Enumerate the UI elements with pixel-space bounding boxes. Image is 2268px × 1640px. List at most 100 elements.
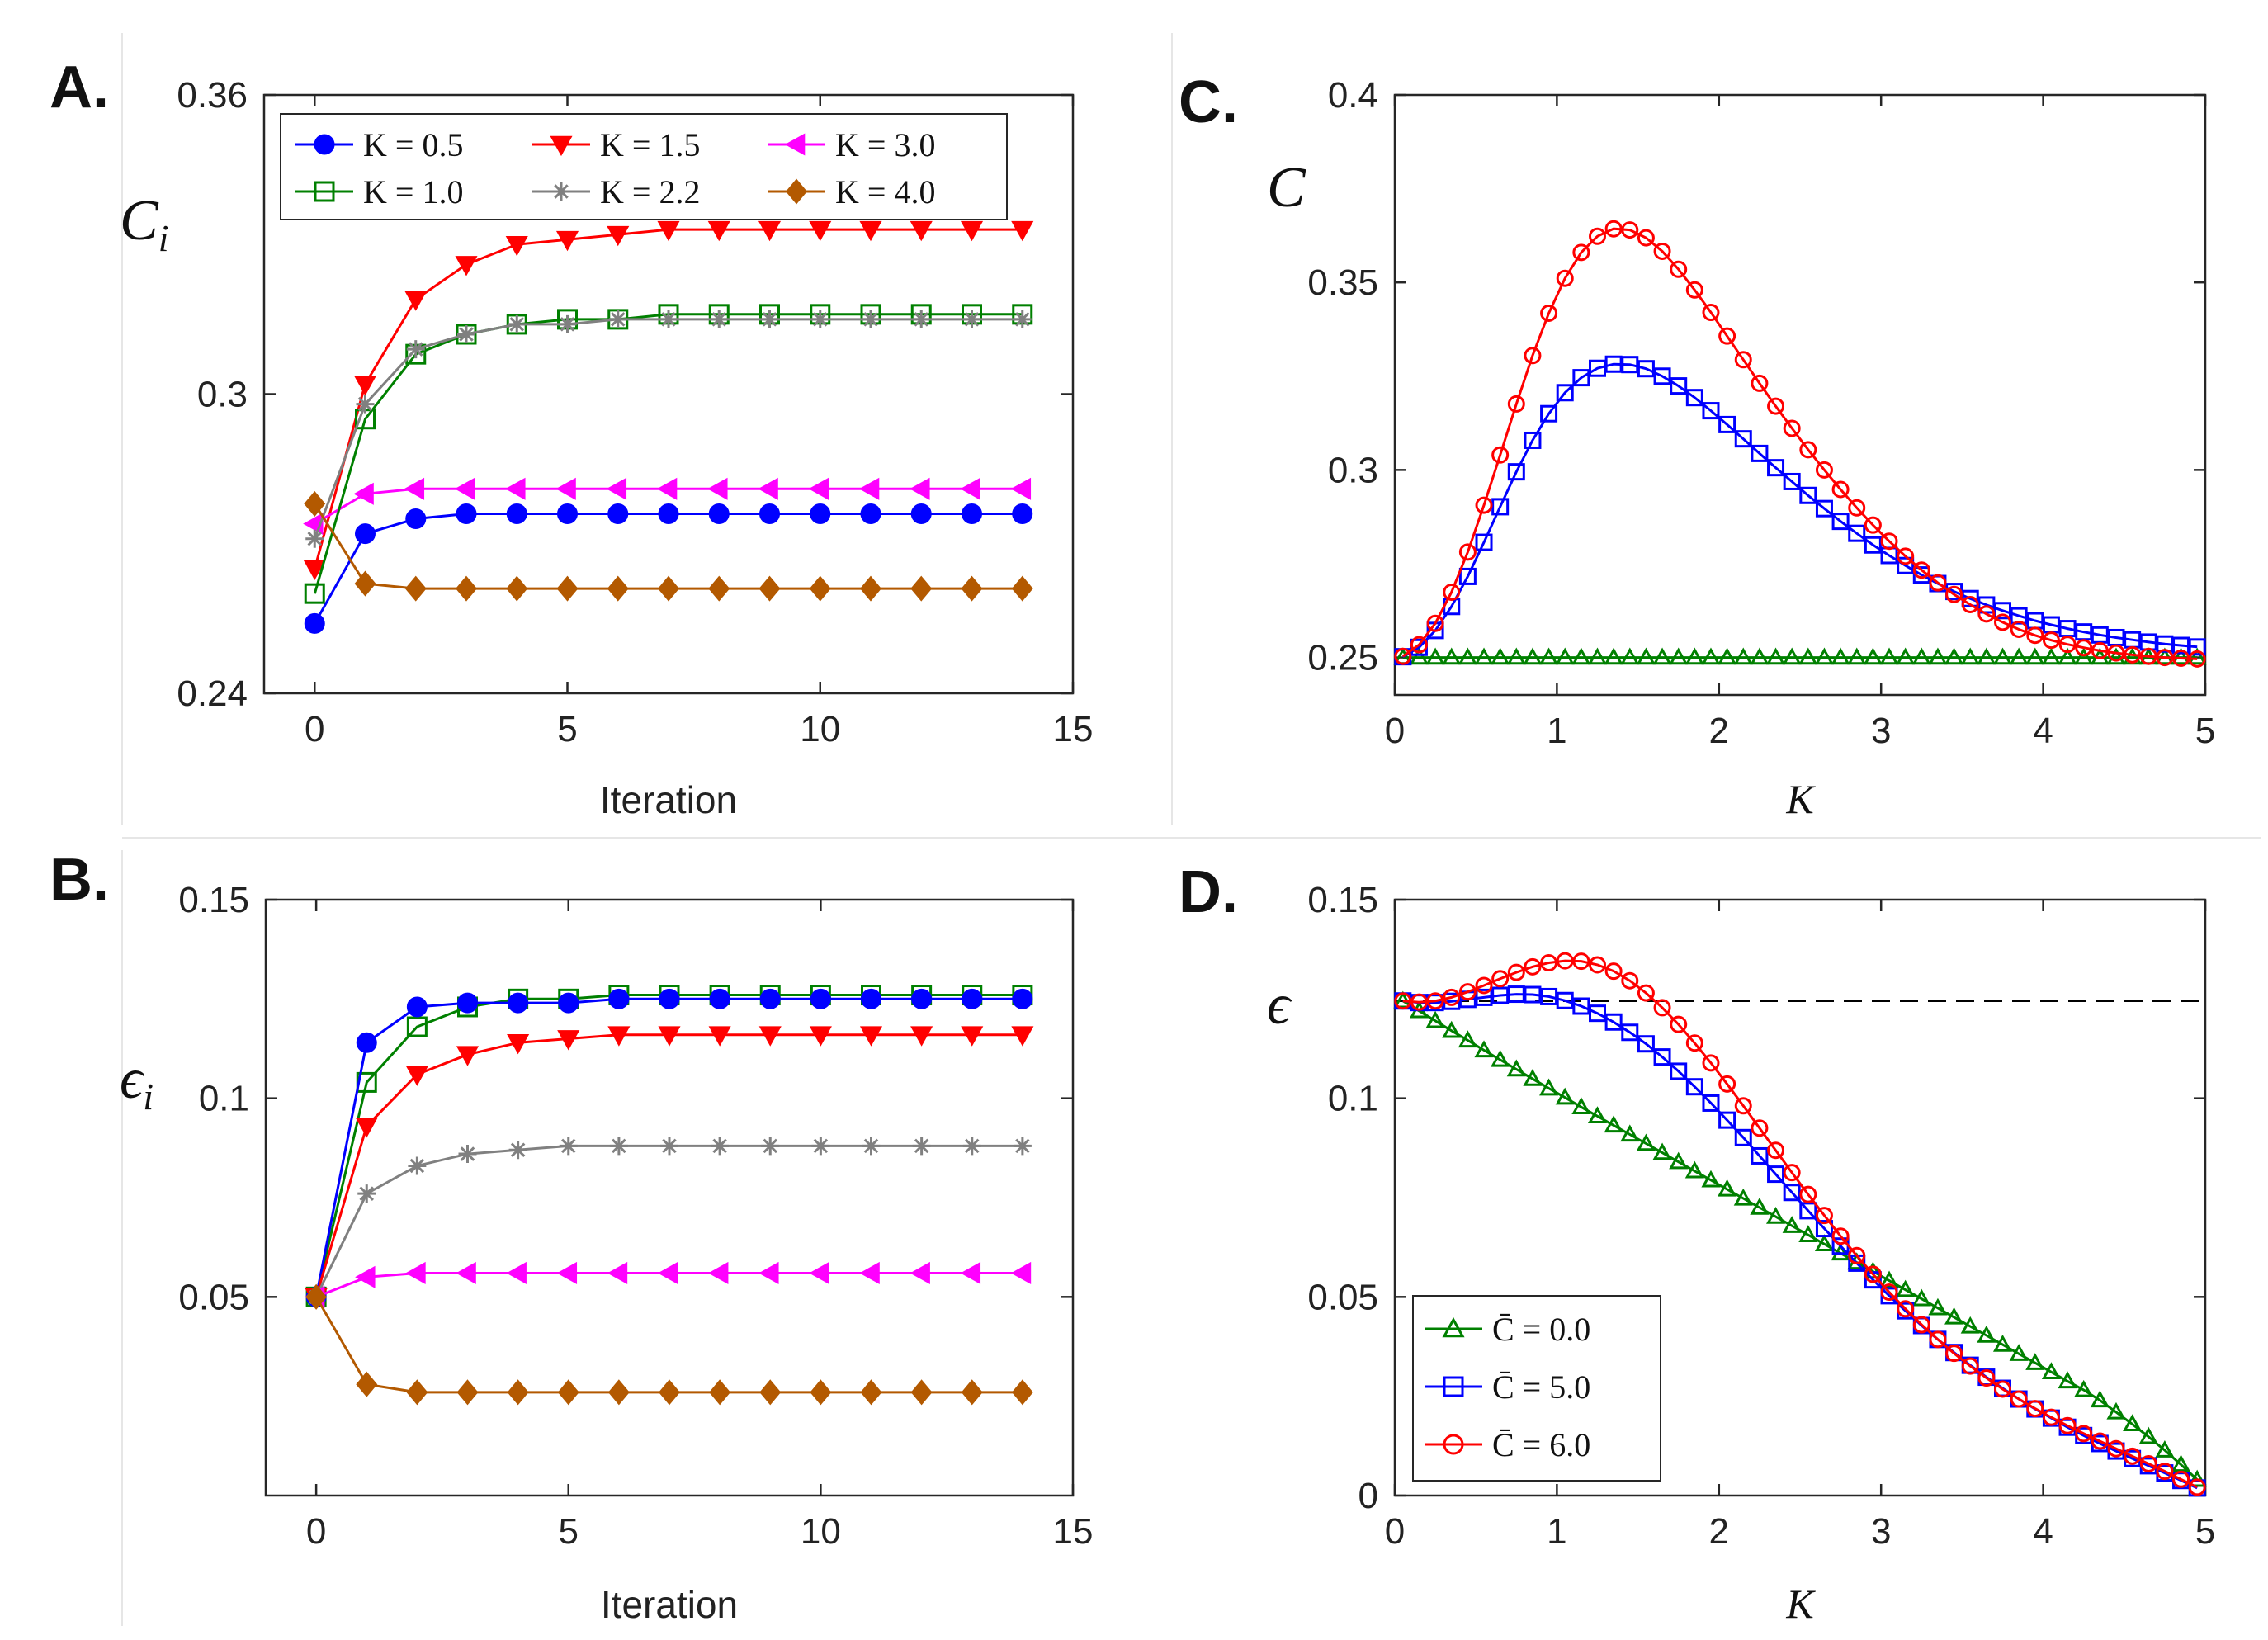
data-point (809, 1261, 829, 1285)
data-point (1814, 1234, 1835, 1252)
data-point (2042, 631, 2060, 650)
data-point (314, 134, 335, 155)
data-point (1540, 987, 1558, 1005)
data-point (1506, 1059, 1526, 1077)
data-point (1653, 242, 1671, 260)
data-point (1410, 636, 1428, 654)
x-tick-label: 0 (1385, 711, 1405, 751)
data-point (505, 477, 526, 500)
data-point (314, 181, 335, 202)
y-axis-label-base: C (120, 189, 159, 253)
data-point (1474, 647, 1494, 665)
data-point (1685, 1078, 1703, 1096)
data-point (1702, 402, 1720, 420)
data-point (1831, 647, 1850, 665)
data-point (758, 1026, 782, 1047)
data-point (1815, 1207, 1833, 1225)
data-point (457, 325, 475, 343)
data-point (759, 1379, 782, 1406)
data-point (1572, 369, 1590, 387)
data-point (910, 575, 933, 602)
data-point (1410, 993, 1428, 1011)
data-point (607, 1026, 631, 1047)
data-point (1571, 647, 1591, 665)
data-point (758, 575, 781, 602)
y-axis-label-base: ϵ (120, 1047, 145, 1111)
data-point (1929, 574, 1947, 592)
data-point (707, 220, 730, 242)
data-point (962, 503, 982, 524)
data-point (2139, 1454, 2157, 1472)
data-point (709, 988, 730, 1009)
data-point (1961, 1357, 1979, 1375)
data-point (1783, 1164, 1801, 1182)
data-point (1604, 1013, 1623, 1031)
data-point (2106, 647, 2126, 665)
data-point (1540, 954, 1558, 972)
data-point (1831, 1227, 1850, 1245)
data-point (2155, 1440, 2175, 1458)
data-point (2025, 1353, 2045, 1370)
panel-letter: C. (1179, 69, 1238, 135)
x-tick-label: 3 (1871, 711, 1891, 751)
data-point (456, 1046, 480, 1066)
data-point (2107, 1439, 2125, 1458)
series-K-3.0 (303, 477, 1032, 536)
legend-label: C̄ = 0.0 (1492, 1311, 1590, 1348)
data-point (1880, 532, 1898, 551)
data-point (962, 988, 983, 1009)
panel-a: A. 0 5 10 15 0.24 0.3 0.36 Iteration Ci (50, 54, 1093, 821)
data-point (1977, 1369, 1996, 1387)
data-point (2090, 1390, 2110, 1408)
data-point (1653, 1048, 1671, 1066)
data-point (405, 1066, 428, 1086)
data-point (508, 992, 529, 1014)
data-point (1394, 647, 1412, 665)
data-point (1685, 389, 1703, 407)
data-point (1013, 1137, 1032, 1156)
data-point (1765, 647, 1786, 665)
data-point (1718, 327, 1736, 345)
data-point (1734, 1128, 1752, 1146)
series-line (313, 313, 1023, 594)
data-point (2058, 647, 2077, 665)
data-point (1897, 556, 1915, 574)
axes-box (264, 898, 1075, 1497)
data-point (811, 1137, 830, 1156)
data-point (404, 575, 427, 602)
panel-c: C. 0 1 2 3 4 5 0.25 0.3 0.35 0.4 K C (1179, 69, 2215, 822)
data-point (861, 988, 881, 1009)
data-point (508, 1141, 527, 1160)
data-point (1458, 567, 1477, 585)
data-point (454, 477, 475, 500)
data-point (859, 1026, 883, 1047)
data-point (1636, 647, 1656, 665)
data-point (1831, 480, 1850, 499)
data-point (607, 503, 629, 524)
data-point (1621, 1023, 1639, 1042)
legend-label: C̄ = 5.0 (1492, 1368, 1590, 1406)
data-point (656, 477, 678, 500)
y-tick-label: 0.15 (178, 880, 249, 920)
data-point (1815, 499, 1833, 518)
data-point (355, 523, 376, 545)
data-point (609, 1137, 628, 1156)
data-point (2107, 644, 2125, 662)
legend-label: K = 4.0 (835, 173, 935, 210)
series-K-3.0 (305, 1261, 1032, 1308)
data-point (1652, 647, 1672, 665)
x-tick-label: 5 (2195, 711, 2215, 751)
data-point (356, 395, 375, 414)
data-point (859, 1261, 880, 1285)
data-point (1506, 647, 1526, 665)
data-point (2042, 1408, 2060, 1426)
data-point (456, 1379, 479, 1406)
data-point (1783, 419, 1801, 437)
x-tick-label: 15 (1053, 709, 1094, 749)
data-point (607, 1379, 630, 1406)
data-point (1896, 1279, 1916, 1297)
data-point (659, 1379, 680, 1406)
data-point (1799, 486, 1817, 504)
data-point (1442, 1316, 1465, 1338)
